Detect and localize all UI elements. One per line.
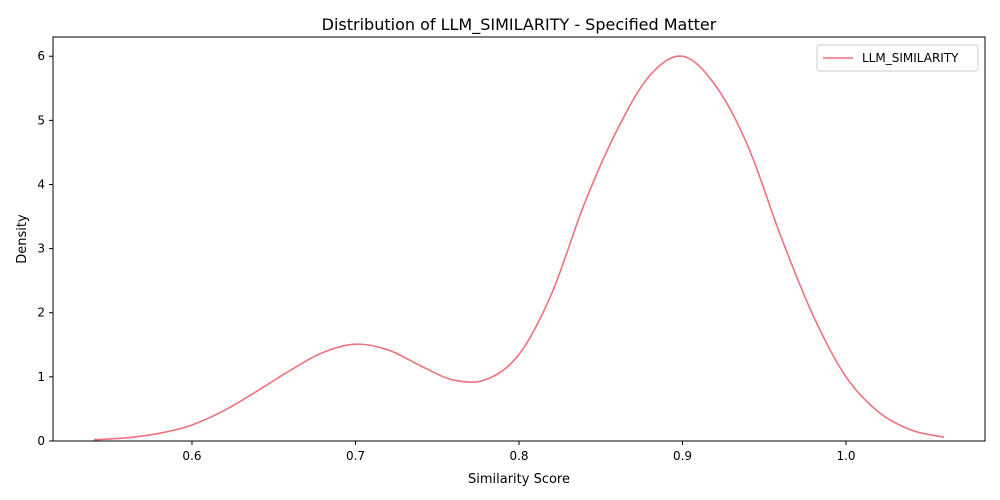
chart-title: Distribution of LLM_SIMILARITY - Specifi…: [322, 15, 717, 35]
x-tick-label: 0.8: [509, 449, 528, 463]
y-tick-label: 2: [37, 306, 45, 320]
x-tick-label: 0.6: [182, 449, 201, 463]
y-tick-label: 6: [37, 49, 45, 63]
y-tick-label: 4: [37, 177, 45, 191]
y-tick-label: 5: [37, 113, 45, 127]
legend-label: LLM_SIMILARITY: [862, 51, 959, 65]
series-line-llm-similarity: [93, 55, 945, 441]
y-tick-label: 3: [37, 242, 45, 256]
y-tick-label: 0: [37, 434, 45, 448]
x-tick-label: 0.9: [673, 449, 692, 463]
legend-box: [816, 44, 979, 72]
x-axis-ticks: 0.6 0.7 0.8 0.9 1.0: [182, 441, 856, 463]
y-axis-label: Density: [15, 214, 30, 264]
y-tick-label: 1: [37, 370, 45, 384]
x-tick-label: 0.7: [346, 449, 365, 463]
x-axis-label: Similarity Score: [468, 472, 570, 487]
plot-area: [52, 36, 986, 442]
y-axis-ticks: 0 1 2 3 4 5 6: [37, 49, 53, 448]
legend: LLM_SIMILARITY: [816, 44, 979, 72]
x-tick-label: 1.0: [836, 449, 855, 463]
